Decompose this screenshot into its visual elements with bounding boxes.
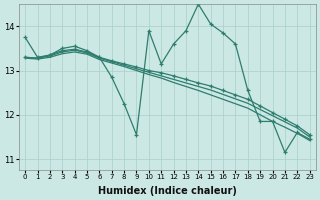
X-axis label: Humidex (Indice chaleur): Humidex (Indice chaleur)	[98, 186, 237, 196]
